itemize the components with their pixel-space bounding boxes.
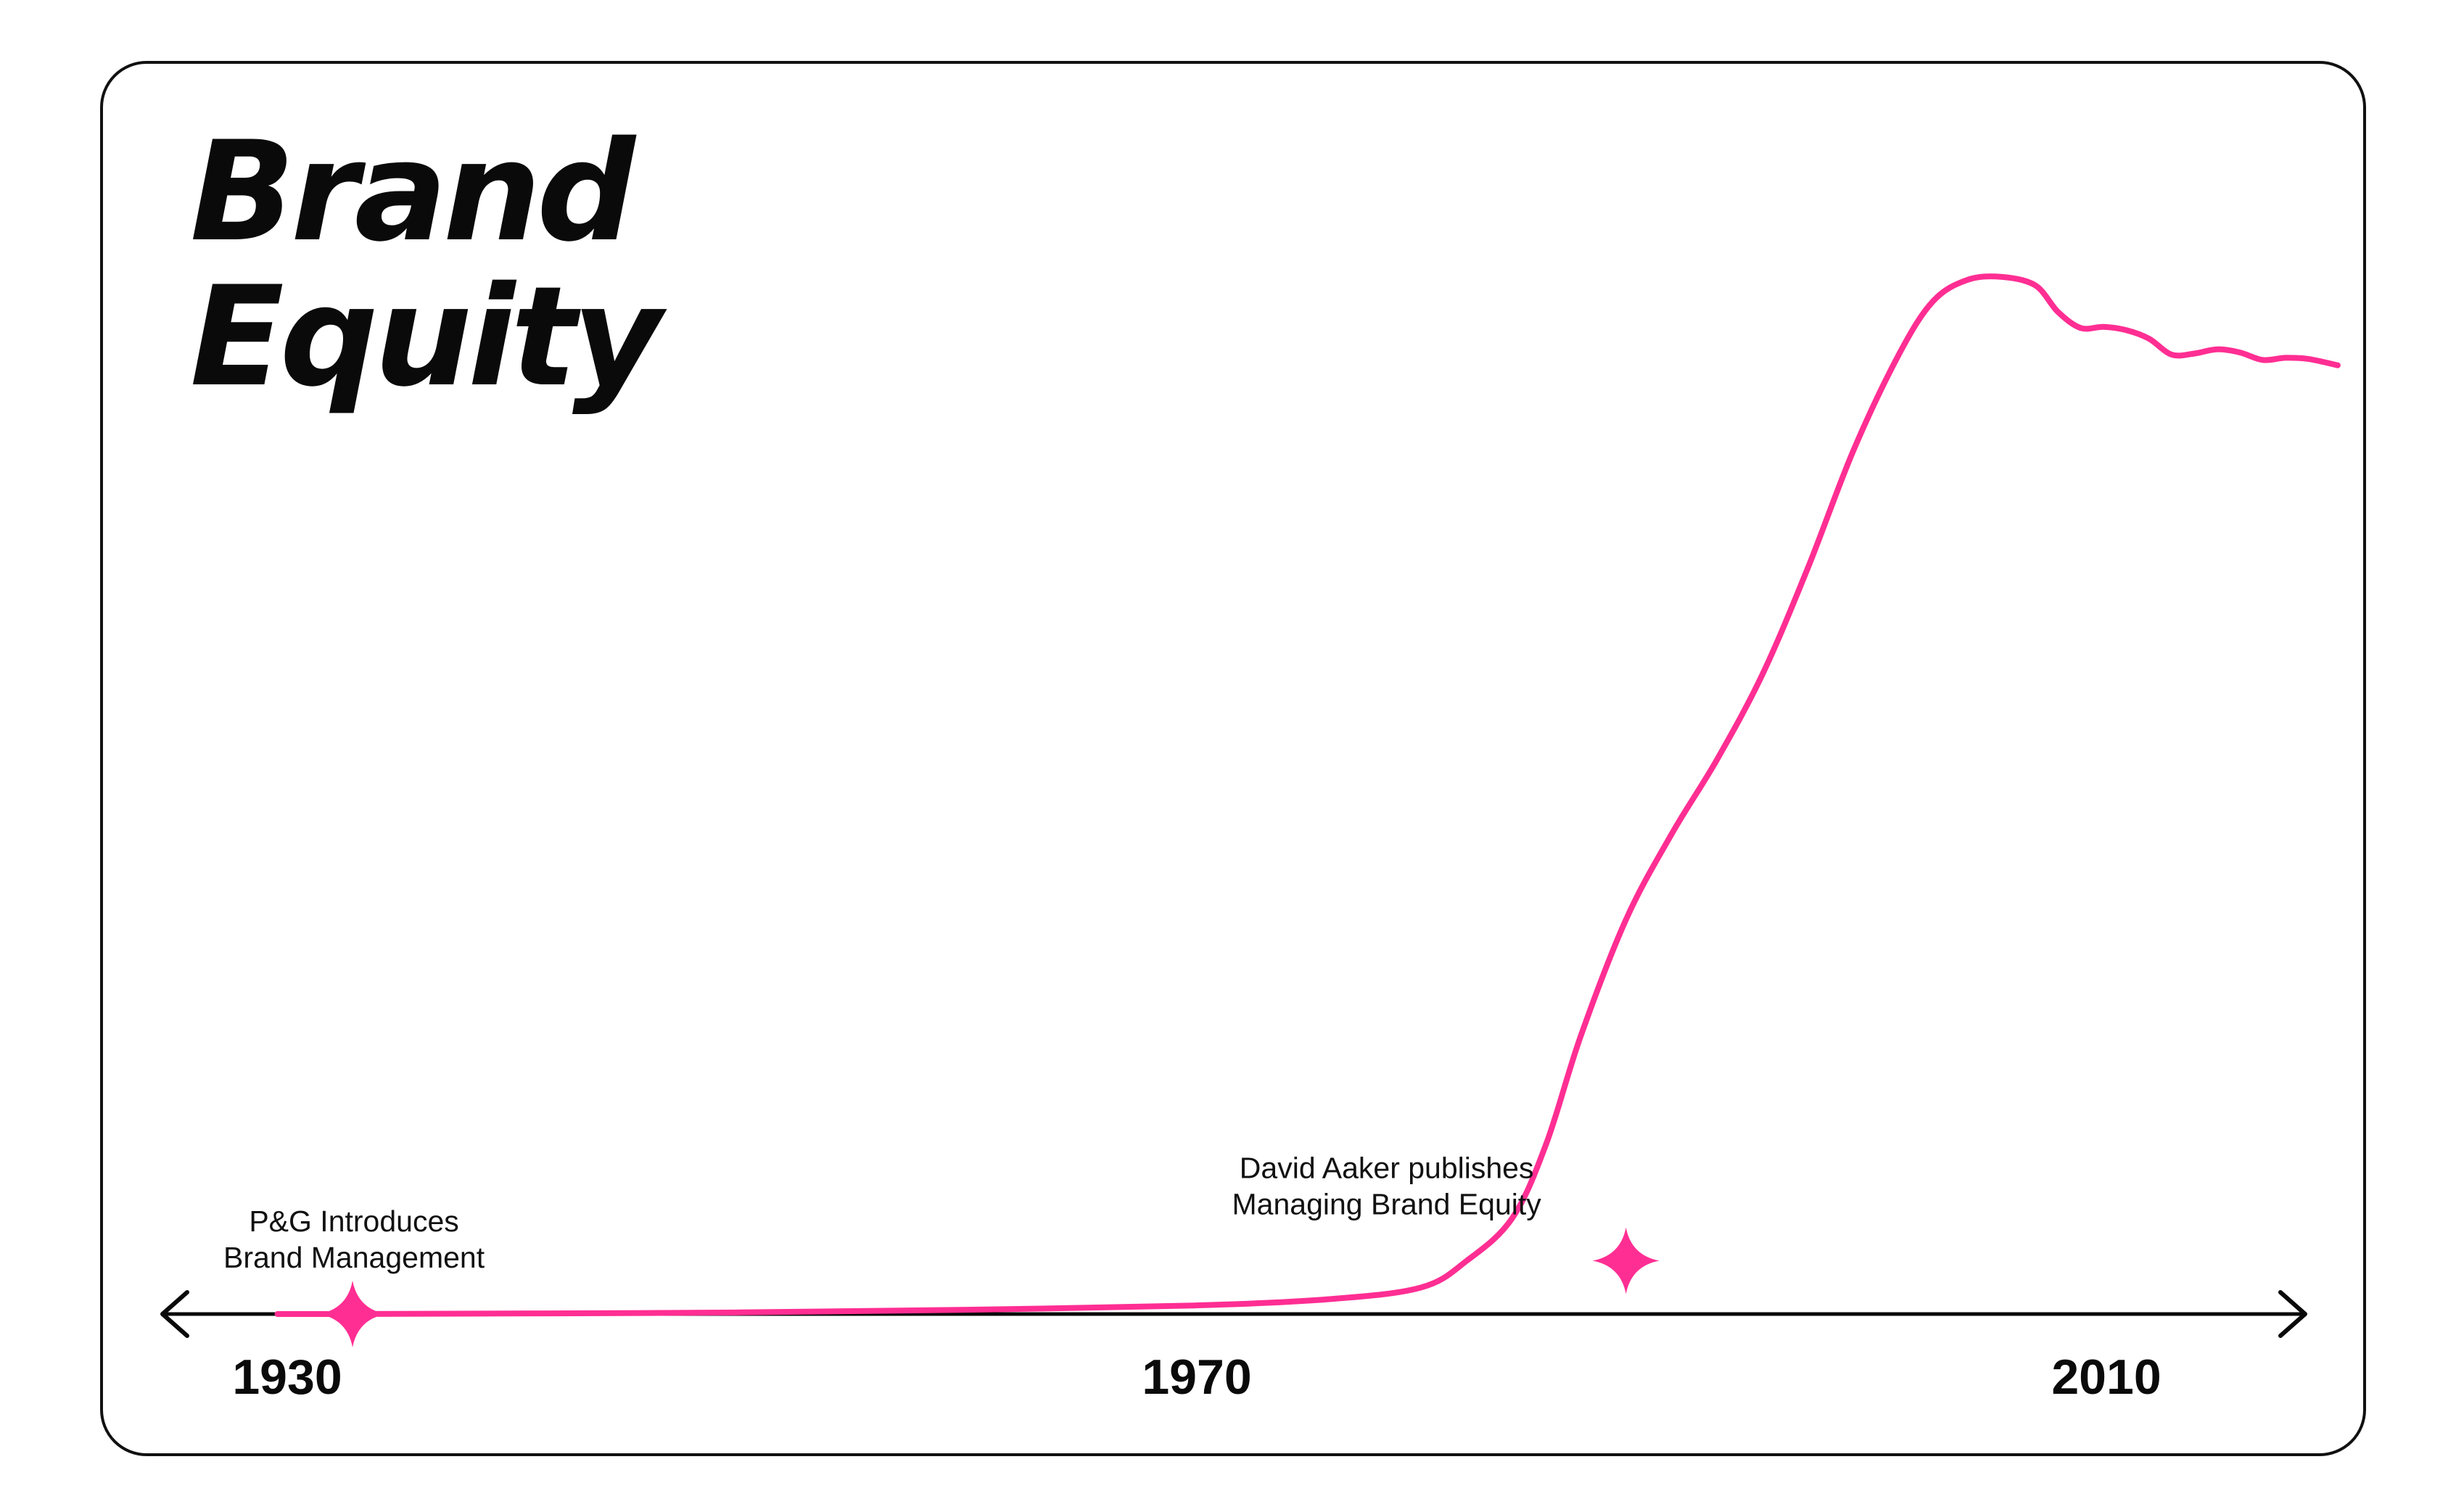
annotation-star-marker-1 [1592,1227,1660,1294]
annotation-label-1-line-0: David Aaker publishes [1240,1152,1534,1185]
x-axis-ticks: 1930 1970 2010 [232,1350,2161,1405]
x-axis-left-arrow [160,1290,189,1338]
x-axis-right-arrow [2278,1290,2307,1338]
annotation-star-marker-0 [319,1281,387,1347]
chart-title: Brand Equity [190,112,662,417]
series-line-0 [274,273,2341,1318]
annotation-label-0-line-0: P&G Introduces [249,1205,458,1238]
chart-title-line-1: Brand [190,112,635,272]
annotation-label-0-line-1: Brand Management [223,1241,485,1274]
x-tick-label-1970: 1970 [1142,1350,1251,1405]
x-tick-label-1930: 1930 [232,1350,342,1405]
series-layer [274,273,2341,1318]
x-tick-label-2010: 2010 [2051,1350,2161,1405]
chart-card [100,61,2366,1456]
chart-title-line-2: Equity [190,257,662,417]
annotation-label-1-line-1: Managing Brand Equity [1232,1188,1542,1221]
